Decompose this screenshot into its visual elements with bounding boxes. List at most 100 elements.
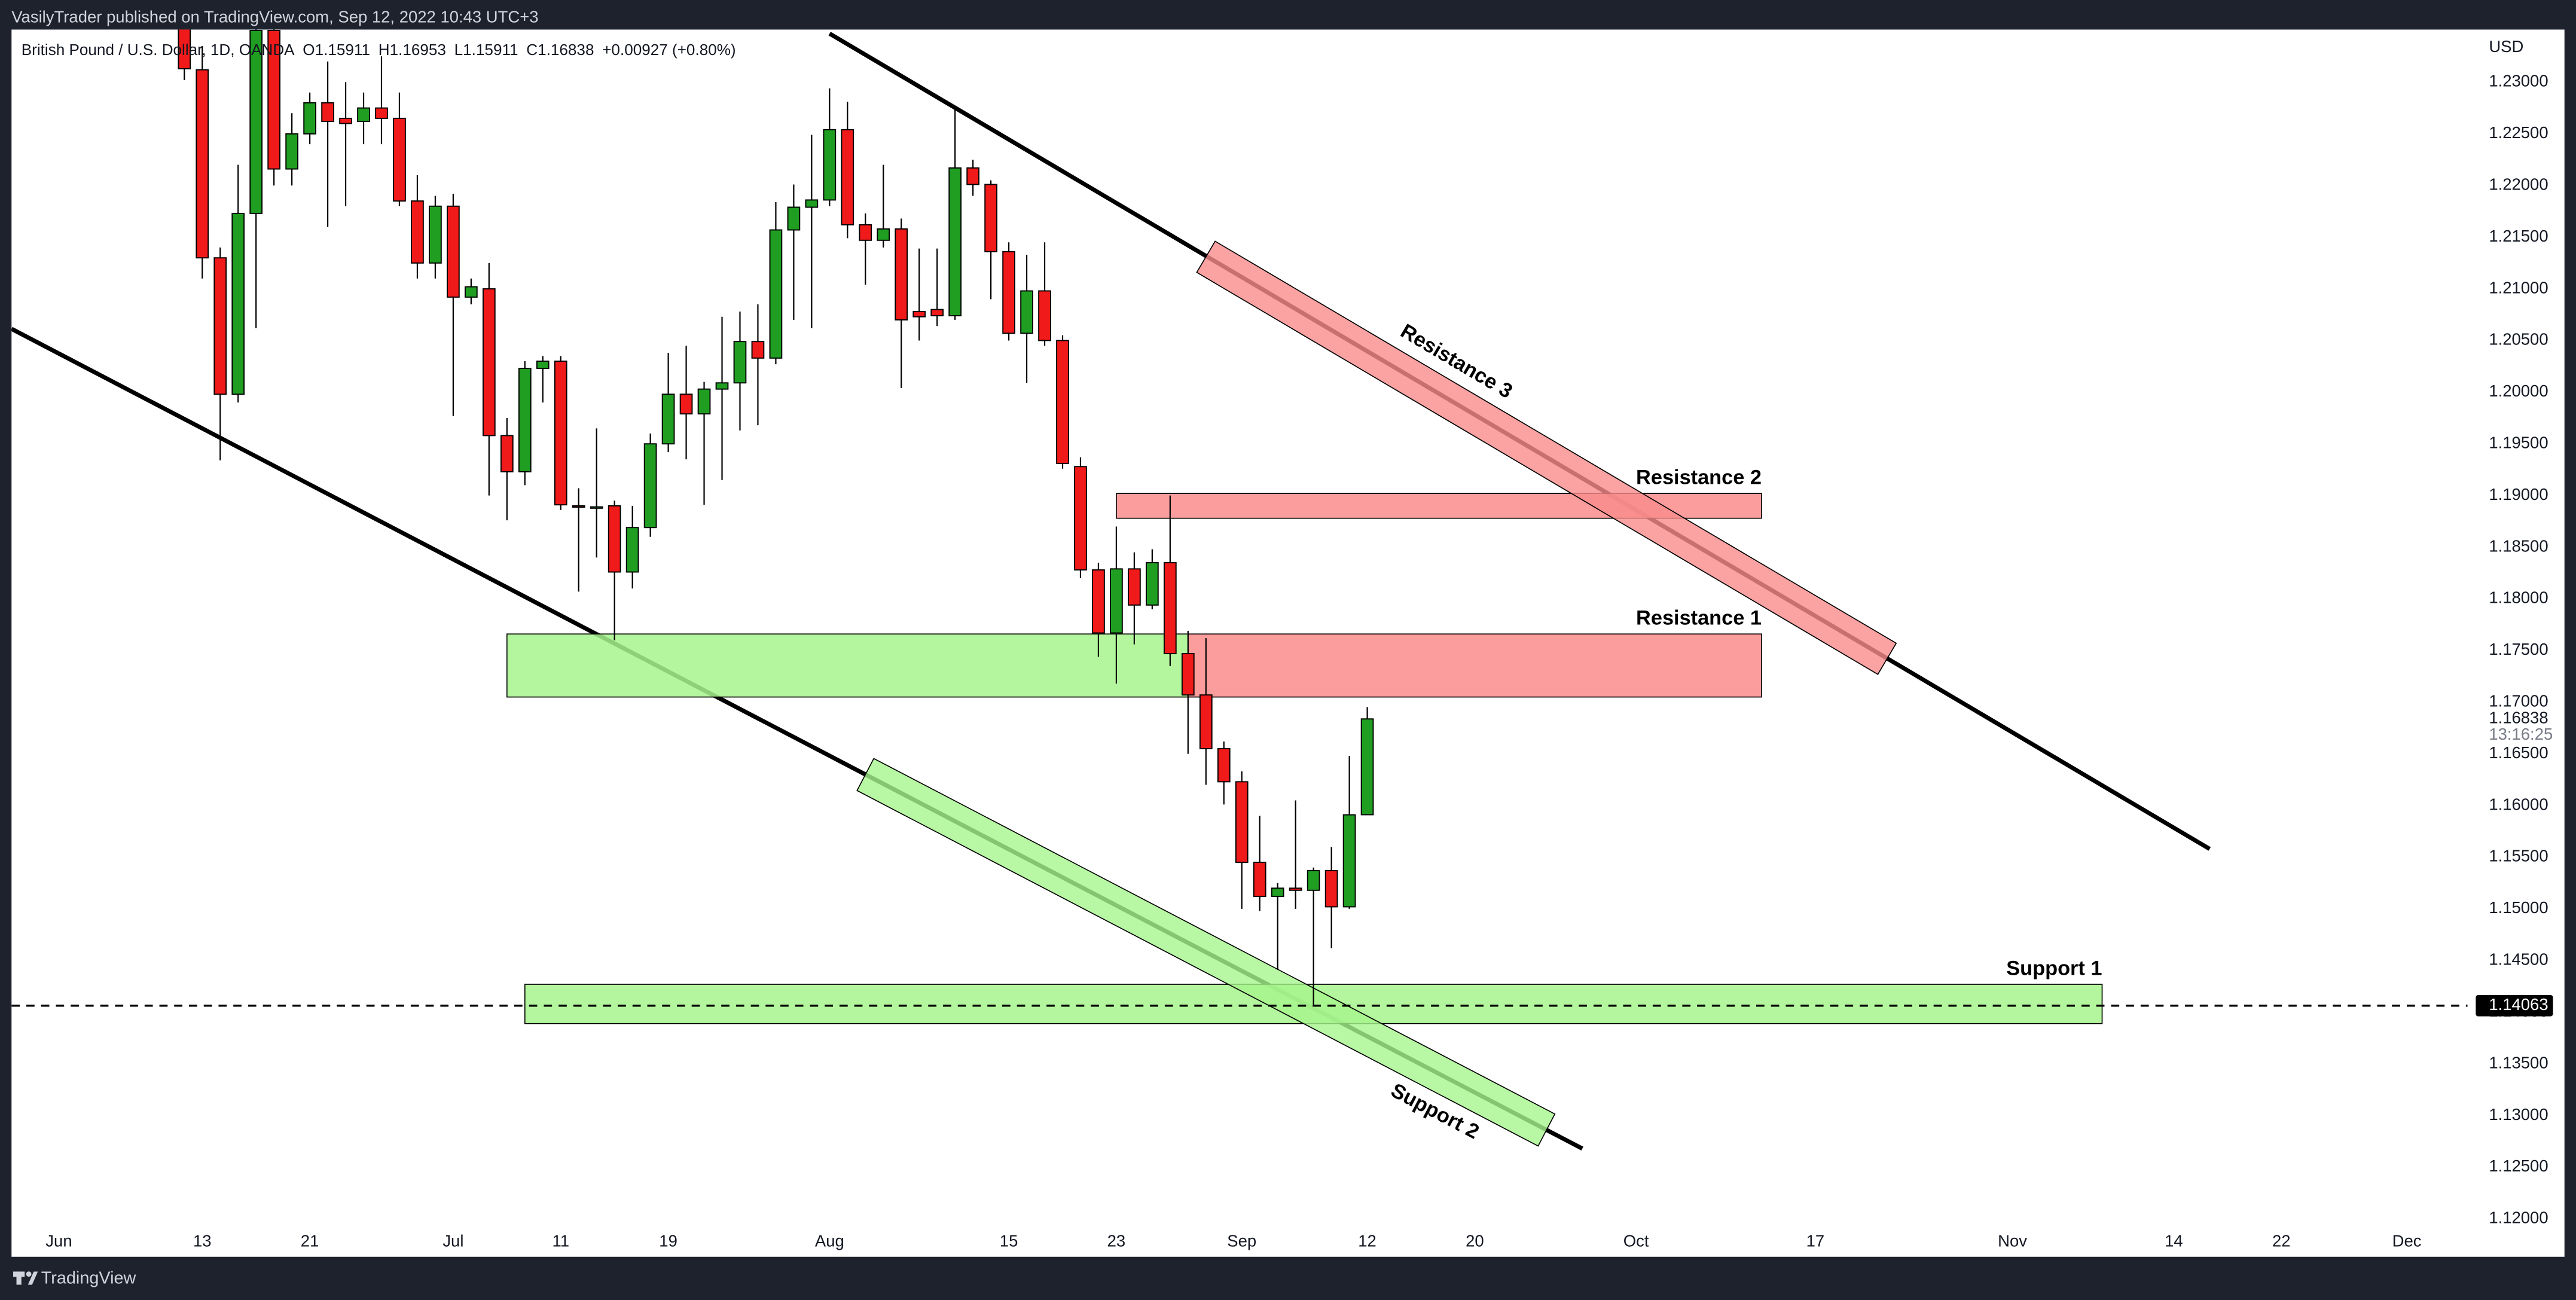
candle-body	[590, 506, 603, 509]
y-tick-label: 1.18500	[2489, 536, 2548, 555]
countdown: 13:16:25	[2489, 725, 2553, 743]
candle-body	[1056, 340, 1069, 465]
y-tick-label: 1.22500	[2489, 123, 2548, 142]
channel	[856, 758, 1556, 1147]
candle-body	[429, 205, 442, 264]
candle-body	[1074, 466, 1087, 571]
candle-body	[357, 107, 370, 123]
candle-body	[411, 200, 424, 264]
candle-body	[1253, 862, 1266, 898]
currency: USD	[2489, 37, 2523, 56]
x-tick-label: 23	[1107, 1231, 1126, 1250]
y-tick-label: 1.12000	[2489, 1209, 2548, 1227]
x-tick-label: Sep	[1227, 1231, 1256, 1250]
x-tick-label: 15	[1000, 1231, 1018, 1250]
y-tick-label: 1.14500	[2489, 950, 2548, 969]
candle-body	[1020, 290, 1033, 334]
legend-low: L1.15911	[454, 41, 518, 59]
y-tick-label: 1.20500	[2489, 330, 2548, 349]
y-tick-label: 1.19500	[2489, 434, 2548, 452]
candle-body	[625, 527, 639, 573]
candle-body	[733, 341, 747, 384]
x-tick-label: 19	[659, 1231, 677, 1250]
last-price: 1.16838	[2489, 709, 2548, 727]
candle-body	[1110, 568, 1123, 634]
candle-body	[1199, 694, 1213, 750]
y-tick-label: 1.15000	[2489, 898, 2548, 917]
candle-body	[1307, 869, 1320, 891]
candle-body	[572, 505, 585, 508]
candle-body	[841, 129, 854, 225]
zone	[1187, 633, 1762, 698]
x-tick-label: 14	[2165, 1231, 2183, 1250]
channel	[1196, 240, 1897, 675]
y-tick-label: 1.13500	[2489, 1053, 2548, 1072]
y-tick-label: 1.22000	[2489, 175, 2548, 193]
plot	[11, 29, 2468, 1151]
candle-body	[661, 393, 675, 445]
candle-body	[751, 341, 765, 359]
candle-body	[1163, 562, 1177, 655]
x-tick-label: 17	[1806, 1231, 1825, 1250]
candle-body	[1002, 251, 1015, 334]
legend-symbol: British Pound / U.S. Dollar, 1D, OANDA	[22, 41, 295, 59]
x-tick-label: Jul	[442, 1231, 463, 1250]
candle-body	[393, 117, 406, 202]
y-tick-label: 1.17000	[2489, 692, 2548, 710]
zone-label: Resistance 2	[1636, 466, 1762, 489]
candle-body	[1217, 748, 1231, 783]
zone-label: Resistance 1	[1636, 607, 1762, 630]
candle-body	[1128, 568, 1141, 606]
y-tick-label: 1.20000	[2489, 382, 2548, 400]
x-tick-label: 13	[193, 1231, 212, 1250]
x-tick-label: 12	[1358, 1231, 1376, 1250]
candle-body	[339, 117, 352, 124]
candle-body	[178, 29, 191, 69]
x-tick-label: Aug	[815, 1231, 844, 1250]
candle-body	[1324, 869, 1338, 908]
candle-body	[608, 505, 621, 573]
publish-info: VasilyTrader published on TradingView.co…	[11, 7, 538, 26]
candle-body	[895, 228, 908, 321]
candle-body	[321, 102, 334, 123]
candle-body	[375, 107, 388, 119]
candle-body	[500, 435, 514, 472]
candle-body	[877, 228, 890, 241]
hline-price: 1.14063	[2489, 995, 2548, 1014]
y-tick-label: 1.13000	[2489, 1105, 2548, 1124]
candle-body	[447, 205, 460, 298]
candle-body	[267, 30, 281, 170]
zone-label: Support 1	[2006, 957, 2102, 979]
candle-body	[805, 199, 819, 208]
candle-body	[1038, 290, 1051, 341]
x-tick-label: 11	[552, 1231, 569, 1250]
candle-body	[1235, 781, 1249, 863]
candle-body	[285, 133, 298, 170]
footer-brand: TradingView	[41, 1268, 136, 1287]
legend-close: C1.16838	[526, 41, 594, 59]
x-tick-label: Nov	[1998, 1231, 2027, 1250]
candle-body	[966, 167, 979, 185]
candle-body	[823, 129, 837, 201]
legend-change: +0.00927 (+0.80%)	[602, 41, 735, 59]
candle-body	[1271, 887, 1284, 898]
candle-body	[213, 257, 227, 395]
candle-body	[1360, 718, 1374, 816]
y-tick-label: 1.21000	[2489, 278, 2548, 297]
candle-body	[231, 212, 245, 395]
footer-logo	[13, 1271, 38, 1285]
candle-body	[1289, 887, 1302, 891]
y-tick-label: 1.21500	[2489, 227, 2548, 245]
hline-price-box	[2476, 994, 2553, 1017]
candle-body	[303, 102, 316, 135]
x-tick-label: 22	[2272, 1231, 2291, 1250]
y-tick-label: 1.19000	[2489, 485, 2548, 503]
x-tick-label: Oct	[1623, 1231, 1649, 1250]
candle-body	[679, 393, 693, 415]
candle-body	[912, 311, 926, 318]
candle-body	[948, 167, 962, 316]
x-tick-label: Dec	[2392, 1231, 2422, 1250]
candle-body	[249, 30, 263, 214]
candle-body	[1342, 814, 1356, 908]
